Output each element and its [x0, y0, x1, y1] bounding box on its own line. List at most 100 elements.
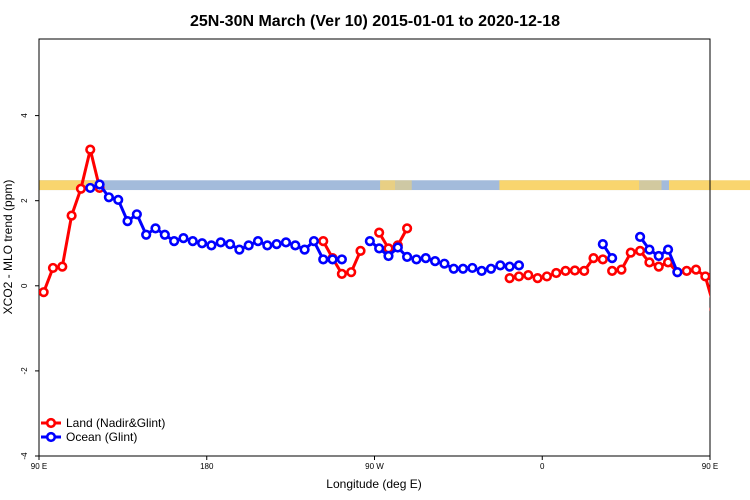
y-tick-label: 4	[20, 113, 29, 118]
data-point	[374, 243, 385, 254]
data-point	[411, 254, 422, 265]
y-tick-label: 2	[20, 198, 29, 203]
y-tick-label: 0	[20, 283, 29, 288]
data-point	[364, 236, 375, 247]
band-ocean	[39, 180, 710, 191]
data-point	[523, 270, 534, 281]
band-land	[39, 180, 99, 191]
data-point	[252, 236, 264, 247]
data-point	[551, 267, 562, 279]
series-0	[39, 144, 747, 312]
y-tick-label: -4	[20, 452, 29, 460]
data-point	[150, 223, 161, 234]
series-1	[85, 179, 683, 278]
data-point	[672, 267, 683, 278]
data-point	[513, 271, 525, 282]
data-point	[131, 209, 142, 220]
x-axis-label: Longitude (deg E)	[326, 477, 421, 491]
data-point	[215, 237, 226, 248]
data-point	[383, 250, 394, 262]
data-point	[234, 244, 245, 255]
data-point	[159, 229, 170, 240]
chart-title: 25N-30N March (Ver 10) 2015-01-01 to 202…	[190, 13, 560, 30]
data-point	[85, 144, 96, 155]
data-point	[169, 236, 180, 247]
x-axis: 90 E 180 90 W 0 90 E	[31, 456, 718, 471]
legend-marker	[45, 417, 57, 429]
data-point	[318, 254, 329, 265]
data-point	[607, 265, 618, 277]
data-point	[653, 261, 664, 272]
data-point	[504, 261, 515, 272]
data-point	[467, 262, 478, 274]
data-point	[355, 245, 366, 257]
y-axis: -4 -2 0 2 4	[20, 113, 39, 460]
data-point	[47, 262, 59, 274]
data-point	[616, 264, 627, 275]
data-point	[635, 231, 646, 242]
data-point	[541, 271, 553, 282]
surface-band	[39, 180, 750, 191]
data-point	[103, 192, 114, 203]
data-point	[327, 254, 338, 265]
x-tick-label: 90 E	[31, 462, 47, 471]
data-point	[709, 307, 710, 312]
data-point	[290, 240, 301, 251]
data-point	[662, 244, 674, 255]
data-point	[513, 260, 525, 271]
legend-label: Ocean (Glint)	[66, 430, 137, 444]
data-point	[94, 179, 105, 190]
band-land	[380, 180, 396, 191]
series-line	[611, 249, 710, 299]
data-point	[206, 240, 217, 251]
data-point	[681, 265, 692, 277]
data-point	[308, 236, 320, 247]
data-point	[729, 264, 737, 272]
data-point	[504, 273, 515, 284]
data-point	[262, 240, 273, 251]
data-point	[271, 238, 282, 250]
data-point	[392, 242, 403, 253]
data-point	[588, 253, 599, 264]
legend-label: Land (Nadir&Glint)	[66, 416, 165, 430]
data-point	[532, 273, 543, 284]
data-point	[625, 247, 636, 258]
data-point	[85, 182, 96, 194]
data-point	[299, 244, 310, 255]
data-point	[336, 254, 347, 265]
data-point	[560, 265, 571, 277]
data-point	[196, 238, 208, 249]
plot-series	[39, 144, 747, 312]
data-point	[57, 261, 68, 272]
data-point	[187, 236, 198, 247]
data-point	[318, 236, 329, 247]
data-point	[644, 257, 655, 268]
data-point	[597, 254, 608, 265]
legend: Land (Nadir&Glint)Ocean (Glint)	[41, 416, 165, 444]
data-point	[336, 268, 347, 279]
data-point	[690, 264, 702, 275]
data-point	[720, 288, 728, 296]
data-point	[66, 210, 77, 221]
data-point	[178, 233, 189, 244]
band-land	[639, 180, 662, 191]
data-point	[597, 238, 608, 250]
data-point	[739, 263, 747, 271]
data-point	[243, 240, 254, 251]
band-land	[668, 180, 750, 191]
x-tick-label: 180	[200, 462, 214, 471]
data-point	[439, 258, 450, 269]
data-point	[579, 265, 590, 277]
x-tick-label: 0	[540, 462, 545, 471]
data-point	[402, 251, 413, 262]
y-tick-label: -2	[20, 367, 29, 375]
data-point	[346, 267, 357, 278]
data-point	[141, 229, 152, 240]
legend-marker	[45, 431, 57, 443]
data-point	[39, 287, 49, 298]
data-point	[122, 216, 133, 227]
data-point	[75, 183, 87, 194]
band-land	[499, 180, 640, 191]
data-point	[224, 238, 236, 250]
